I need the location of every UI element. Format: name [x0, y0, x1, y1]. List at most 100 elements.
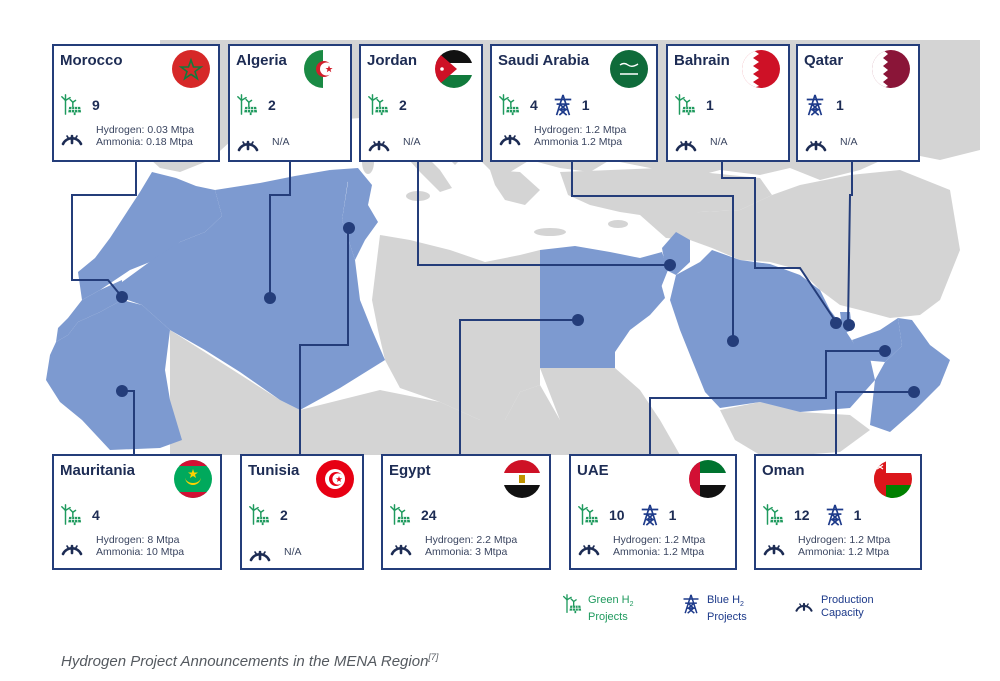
- blue-count: 1: [836, 97, 844, 113]
- gauge-icon: [367, 130, 391, 154]
- gauge-icon: [804, 130, 828, 154]
- connector-oman: [835, 391, 914, 455]
- marker-egypt: [572, 314, 584, 326]
- ammonia-capacity: Ammonia 1.2 Mtpa: [534, 136, 623, 148]
- card-oman: Oman 12 1 Hydrogen: 1.2 Mtpa Ammonia: 1.…: [754, 454, 922, 570]
- legend-green-label: Green H2 Projects: [588, 594, 634, 624]
- morocco-region: [78, 172, 222, 300]
- hydrogen-capacity: Hydrogen: 1.2 Mtpa: [798, 534, 891, 546]
- marker-algeria: [264, 292, 276, 304]
- caption-reference: [7]: [428, 652, 439, 662]
- cyprus-land: [608, 220, 628, 228]
- ammonia-capacity: Ammonia: 1.2 Mtpa: [798, 546, 890, 558]
- legend-blue: Blue H2 Projects: [681, 594, 747, 624]
- sahel-land: [170, 330, 560, 455]
- libya-land: [372, 235, 540, 420]
- gauge-icon: [793, 594, 815, 614]
- connector-lines: [71, 161, 914, 455]
- oman-flag: [874, 460, 912, 498]
- wind-solar-icon: [367, 94, 389, 116]
- hydrogen-capacity: Hydrogen: 1.2 Mtpa: [534, 124, 627, 136]
- transmission-tower-icon: [824, 504, 846, 526]
- connector-bahrain: [721, 161, 837, 323]
- wind-solar-icon: [562, 594, 582, 614]
- card-qatar: Qatar 1 N/A: [796, 44, 920, 162]
- legend-green: Green H2 Projects: [562, 594, 633, 624]
- capacity-na: N/A: [403, 136, 421, 148]
- country-name: Mauritania: [60, 462, 136, 479]
- wind-solar-icon: [236, 94, 258, 116]
- figure-caption: Hydrogen Project Announcements in the ME…: [61, 652, 438, 670]
- country-name: Jordan: [367, 52, 418, 69]
- capacity-text: Hydrogen: 1.2 Mtpa Ammonia 1.2 Mtpa: [534, 124, 626, 148]
- wind-solar-icon: [762, 504, 784, 526]
- transmission-tower-icon: [804, 94, 826, 116]
- hydrogen-capacity: Hydrogen: 1.2 Mtpa: [613, 534, 706, 546]
- saudi-arabia-flag: [610, 50, 648, 88]
- country-name: Algeria: [236, 52, 287, 69]
- ammonia-capacity: Ammonia: 3 Mtpa: [425, 546, 508, 558]
- marker-uae: [879, 345, 891, 357]
- algeria-flag: [304, 50, 342, 88]
- capacity-na: N/A: [284, 546, 302, 558]
- green-count: 2: [399, 97, 407, 113]
- wind-solar-icon: [60, 504, 82, 526]
- egypt-region: [540, 246, 665, 368]
- wind-solar-icon: [389, 504, 411, 526]
- bahrain-flag: [742, 50, 780, 88]
- green-count: 9: [92, 97, 100, 113]
- card-egypt: Egypt 24 Hydrogen: 2.2 Mtpa Ammonia: 3 M…: [381, 454, 551, 570]
- crete-land: [534, 228, 566, 236]
- marker-saudi: [727, 335, 739, 347]
- algeria-region: [122, 170, 385, 410]
- capacity-text: Hydrogen: 1.2 Mtpa Ammonia: 1.2 Mtpa: [613, 534, 705, 558]
- ammonia-capacity: Ammonia: 10 Mtpa: [96, 546, 185, 558]
- connector-uae: [649, 350, 884, 455]
- gauge-icon: [236, 130, 260, 154]
- connector-morocco: [71, 161, 137, 298]
- marker-tunisia: [343, 222, 355, 234]
- western-sahara-region: [56, 280, 122, 342]
- ammonia-capacity: Ammonia: 1.2 Mtpa: [613, 546, 705, 558]
- transmission-tower-icon: [681, 594, 701, 614]
- hydrogen-capacity: Hydrogen: 2.2 Mtpa: [425, 534, 518, 546]
- green-count: 2: [280, 507, 288, 523]
- oman-region: [870, 318, 950, 432]
- country-name: Qatar: [804, 52, 844, 69]
- wind-solar-icon: [674, 94, 696, 116]
- card-jordan: Jordan 2 N/A: [359, 44, 483, 162]
- country-markers: [116, 222, 920, 398]
- wind-solar-icon: [498, 94, 520, 116]
- hydrogen-capacity: Hydrogen: 8 Mtpa: [96, 534, 180, 546]
- wind-solar-icon: [577, 504, 599, 526]
- legend-capacity-label: Production Capacity: [821, 594, 874, 619]
- card-uae: UAE 10 1 Hydrogen: 1.2 Mtpa Ammonia: 1.2…: [569, 454, 737, 570]
- gauge-icon: [60, 534, 84, 558]
- capacity-na: N/A: [710, 136, 728, 148]
- wind-solar-icon: [60, 94, 82, 116]
- caption-text: Hydrogen Project Announcements in the ME…: [61, 653, 429, 670]
- country-name: Saudi Arabia: [498, 52, 590, 69]
- jordan-flag: [435, 50, 473, 88]
- ammonia-capacity: Ammonia: 0.18 Mtpa: [96, 136, 193, 148]
- transmission-tower-icon: [552, 94, 574, 116]
- country-name: Egypt: [389, 462, 431, 479]
- marker-qatar: [843, 319, 855, 331]
- yemen-land: [720, 402, 870, 455]
- connector-saudi: [571, 161, 734, 341]
- mauritania-flag: [174, 460, 212, 498]
- blue-count: 1: [668, 507, 677, 523]
- green-count: 10: [609, 507, 625, 523]
- green-count: 12: [794, 507, 810, 523]
- gauge-icon: [248, 540, 272, 564]
- sudan-land: [540, 368, 680, 455]
- gauge-icon: [762, 534, 786, 558]
- green-count: 2: [268, 97, 276, 113]
- card-tunisia: Tunisia 2 N/A: [240, 454, 364, 570]
- tunisia-region: [330, 168, 378, 260]
- tunisia-flag: [316, 460, 354, 498]
- country-name: Oman: [762, 462, 805, 479]
- gauge-icon: [674, 130, 698, 154]
- marker-bahrain: [830, 317, 842, 329]
- card-mauritania: Mauritania 4 Hydrogen: 8 Mtpa Ammonia: 1…: [52, 454, 222, 570]
